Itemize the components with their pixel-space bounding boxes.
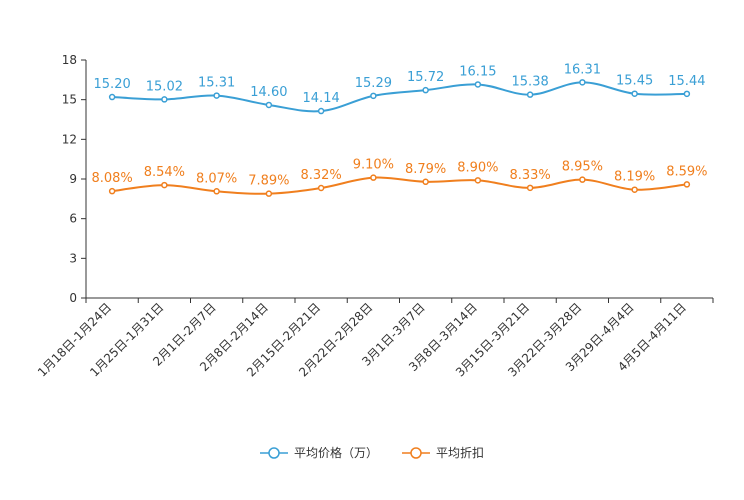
data-label: 8.95% xyxy=(562,160,603,175)
y-tick-label: 15 xyxy=(62,93,77,107)
data-point[interactable] xyxy=(265,190,273,197)
y-tick-label: 0 xyxy=(69,291,77,305)
data-label: 14.14 xyxy=(303,91,340,106)
data-label: 8.79% xyxy=(405,162,446,177)
data-label: 8.08% xyxy=(91,171,132,186)
y-tick-label: 6 xyxy=(69,212,77,226)
data-label: 15.31 xyxy=(198,76,235,91)
legend: 平均价格（万） 平均折扣 xyxy=(0,444,744,461)
data-label: 7.89% xyxy=(248,174,289,189)
data-point[interactable] xyxy=(317,107,325,115)
legend-item-price[interactable]: 平均价格（万） xyxy=(259,444,378,461)
y-tick-label: 9 xyxy=(69,172,77,186)
data-point[interactable] xyxy=(631,90,638,97)
data-point[interactable] xyxy=(213,92,220,99)
data-point[interactable] xyxy=(474,177,482,184)
data-point[interactable] xyxy=(474,81,482,88)
data-point[interactable] xyxy=(108,187,116,195)
data-label: 8.32% xyxy=(300,168,341,183)
data-label: 15.45 xyxy=(616,74,653,89)
data-label: 15.38 xyxy=(512,75,549,90)
data-label: 15.72 xyxy=(407,70,444,85)
legend-price-icon xyxy=(259,446,288,459)
data-point[interactable] xyxy=(526,184,534,192)
data-point[interactable] xyxy=(683,181,691,188)
legend-item-discount[interactable]: 平均折扣 xyxy=(402,444,484,461)
data-point[interactable] xyxy=(161,181,168,189)
data-label: 15.02 xyxy=(146,79,183,94)
data-label: 14.60 xyxy=(250,85,287,100)
y-tick-label: 12 xyxy=(62,132,77,146)
data-label: 16.31 xyxy=(564,62,601,77)
y-tick-label: 3 xyxy=(69,251,77,265)
data-point[interactable] xyxy=(526,91,534,98)
data-label: 8.59% xyxy=(666,164,707,179)
data-label: 8.19% xyxy=(614,170,655,185)
legend-discount-label: 平均折扣 xyxy=(436,446,485,460)
data-point[interactable] xyxy=(422,86,429,94)
data-point[interactable] xyxy=(161,96,168,103)
data-point[interactable] xyxy=(683,90,691,98)
data-label: 8.54% xyxy=(144,165,185,180)
data-label: 8.90% xyxy=(457,160,498,175)
series-line-0 xyxy=(112,81,687,113)
data-point[interactable] xyxy=(317,184,325,192)
data-point[interactable] xyxy=(370,92,377,100)
legend-discount-icon xyxy=(402,446,430,459)
data-point[interactable] xyxy=(265,101,273,109)
data-label: 16.15 xyxy=(459,64,496,79)
data-label: 15.44 xyxy=(668,74,705,89)
data-point[interactable] xyxy=(370,174,377,181)
data-point[interactable] xyxy=(579,176,586,183)
data-label: 15.20 xyxy=(94,77,131,92)
data-point[interactable] xyxy=(422,178,429,186)
data-label: 9.10% xyxy=(353,158,394,173)
data-point[interactable] xyxy=(213,188,220,195)
data-point[interactable] xyxy=(108,93,116,101)
data-label: 15.29 xyxy=(355,76,392,91)
data-point[interactable] xyxy=(579,79,586,86)
data-label: 8.07% xyxy=(196,171,237,186)
data-point[interactable] xyxy=(631,186,638,193)
data-label: 8.33% xyxy=(509,168,550,183)
legend-price-label: 平均价格（万） xyxy=(293,446,378,460)
y-tick-label: 18 xyxy=(62,53,77,67)
series-line-1 xyxy=(112,176,687,195)
